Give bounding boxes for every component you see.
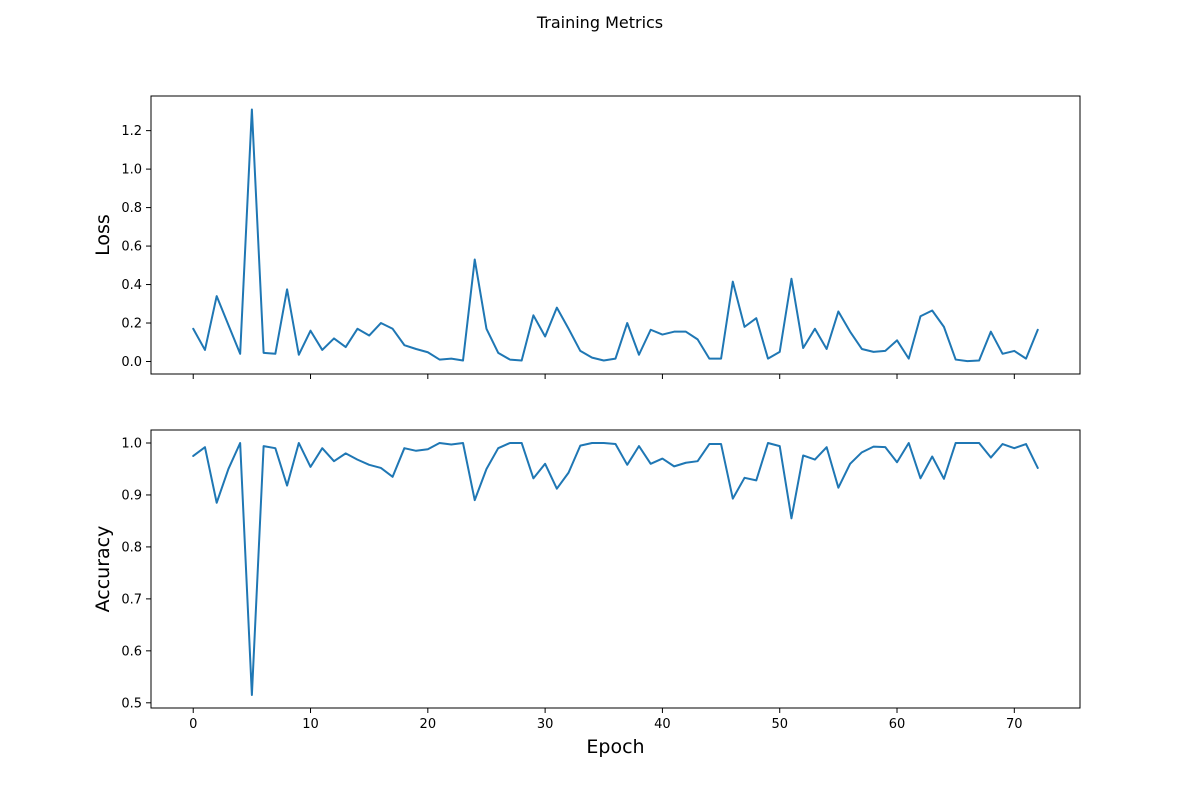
loss-axes-frame: [150, 95, 1081, 375]
accuracy-x-tick-label: 50: [771, 717, 788, 732]
loss-y-tick-label: 0.8: [121, 201, 142, 216]
accuracy-axes-frame: [150, 429, 1081, 709]
accuracy-y-tick-label: 0.9: [121, 488, 142, 503]
accuracy-y-tick-label: 0.5: [121, 696, 142, 711]
accuracy-x-tick-label: 0: [189, 717, 197, 732]
accuracy-x-tick-label: 10: [302, 717, 319, 732]
accuracy-series-line: [192, 441, 1039, 697]
loss-y-tick-label: 1.2: [121, 124, 142, 139]
loss-y-tick-label: 0.2: [121, 317, 142, 332]
loss-y-tick-label: 0.0: [121, 355, 142, 370]
accuracy-y-tick-label: 0.8: [121, 540, 142, 555]
figure-title: Training Metrics: [536, 13, 663, 32]
loss-y-tick-label: 1.0: [121, 163, 142, 178]
loss-panel: 0.0 0.2 0.4 0.6 0.8 1.0 1.2 Loss: [92, 95, 1081, 379]
accuracy-y-tick-label: 0.6: [121, 644, 142, 659]
loss-series-line: [192, 108, 1039, 363]
accuracy-panel: 0.5 0.6 0.7 0.8 0.9 1.0 0 10 20 30 40 50 60 70 Accurac…: [92, 429, 1081, 758]
accuracy-x-tick-label: 20: [420, 717, 437, 732]
accuracy-y-tick-label: 0.7: [121, 592, 142, 607]
accuracy-y-tick-label: 1.0: [121, 436, 142, 451]
loss-y-tick-label: 0.4: [121, 278, 142, 293]
accuracy-x-tick-label: 70: [1006, 717, 1023, 732]
accuracy-x-axis-label: Epoch: [586, 736, 644, 758]
loss-y-tick-label: 0.6: [121, 240, 142, 255]
accuracy-x-tick-label: 30: [537, 717, 554, 732]
loss-y-axis-label: Loss: [92, 214, 114, 256]
accuracy-x-tick-label: 40: [654, 717, 671, 732]
accuracy-x-tick-label: 60: [889, 717, 906, 732]
accuracy-y-axis-label: Accuracy: [92, 526, 114, 613]
